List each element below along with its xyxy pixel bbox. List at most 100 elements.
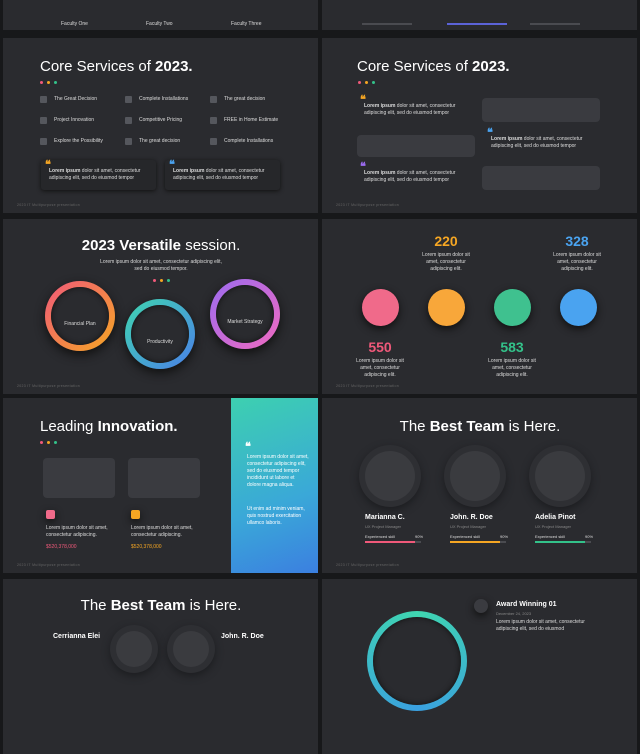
- checkbox: [40, 96, 47, 103]
- checkbox: [210, 96, 217, 103]
- stat-description: Lorem ipsum dolor sit amet, consectetur …: [553, 252, 601, 272]
- placeholder-box: [482, 98, 600, 122]
- member-name: John. R. Doe: [450, 514, 493, 521]
- member-name: Cerrianna Elei: [53, 633, 101, 640]
- accent-dots: [153, 279, 170, 282]
- checkbox: [125, 117, 132, 124]
- title-bold: 2023 Versatile: [81, 237, 182, 254]
- service-item: The great decision: [139, 138, 181, 144]
- progress-bar: [447, 23, 507, 25]
- quote-rest: dolor sit amet, consectetur adipiscing e…: [173, 168, 265, 181]
- photo-placeholder: [173, 631, 209, 667]
- ring: [367, 611, 467, 711]
- title-text: session.: [185, 237, 241, 254]
- title: The Best Team is Here.: [81, 597, 242, 614]
- stat-description: Lorem ipsum dolor sit amet, consectetur …: [422, 252, 470, 272]
- checkbox: [125, 138, 132, 145]
- photo-placeholder: [365, 451, 415, 501]
- slide-team: The Best Team is Here. 2023 IT Multipurp…: [322, 398, 637, 573]
- award-text: Lorem ipsum dolor sit amet, consectetur …: [496, 619, 585, 632]
- stat-number: 550: [368, 339, 392, 355]
- footer: 2023 IT Multipurpose presentation: [17, 563, 80, 567]
- quote-text: Lorem ipsum dolor sit amet, consectetur …: [364, 103, 469, 117]
- slide-versatile: 2023 Versatile session. Lorem ipsum dolo…: [3, 219, 318, 394]
- skill-fill: [365, 541, 415, 543]
- ring-inner: [131, 305, 189, 363]
- ring: [45, 281, 115, 351]
- quote-rest: dolor sit amet, consectetur adipiscing e…: [49, 168, 141, 181]
- service-item: FREE in Home Estimate: [224, 117, 279, 123]
- slide-innovation: Leading Innovation. ❝ Lorem ipsum dolor …: [3, 398, 318, 573]
- skill-fill: [450, 541, 500, 543]
- award-icon: [474, 599, 488, 613]
- page: Faculty One Faculty Two Faculty Three Co…: [3, 0, 637, 754]
- footer: 2023 IT Multipurpose presentation: [17, 384, 80, 388]
- progress-bar: [530, 23, 580, 25]
- member-name: Marianna C.: [365, 514, 405, 521]
- quote-lead: Lorem ipsum: [364, 103, 396, 109]
- stat-number: 583: [500, 339, 524, 355]
- quote-card: [41, 160, 156, 190]
- title-text: The: [399, 418, 426, 435]
- skill-label: Experienced skill: [535, 534, 566, 539]
- ring-inner: [51, 287, 109, 345]
- checkbox: [210, 117, 217, 124]
- skill-fill: [535, 541, 585, 543]
- slide-stats: 2023 IT Multipurpose presentation 220 Lor…: [322, 219, 637, 394]
- skill-label: Experienced skill: [450, 534, 481, 539]
- service-item: Explore the Possibility: [54, 138, 103, 144]
- faculty-name: Faculty Two: [146, 21, 173, 27]
- accent-dots: [40, 441, 57, 444]
- quote-card: [165, 160, 280, 190]
- checkbox: [125, 96, 132, 103]
- card-icon: [46, 510, 55, 519]
- faculty-name: Faculty Three: [231, 21, 262, 27]
- stat-icon: [428, 289, 465, 326]
- gradient-panel: ❝ Lorem ipsum dolor sit amet, consectetu…: [231, 398, 318, 573]
- service-item: Project Innovation: [54, 117, 95, 123]
- title: Core Services of 2023.: [357, 58, 510, 75]
- footer: 2023 IT Multipurpose presentation: [336, 384, 399, 388]
- member-role: UX Project Manager: [535, 524, 572, 529]
- stat-number: 328: [565, 233, 589, 249]
- placeholder-box: [357, 135, 475, 157]
- stat-number: 220: [434, 233, 458, 249]
- progress-bar: [362, 23, 412, 25]
- title-text: Core Services of: [40, 58, 151, 75]
- title-text: is Here.: [189, 597, 242, 614]
- placeholder-box: [482, 166, 600, 190]
- footer: 2023 IT Multipurpose presentation: [17, 203, 80, 207]
- accent-dots: [40, 81, 57, 84]
- faculty-name: Faculty One: [61, 21, 88, 27]
- skill-value: 90%: [415, 534, 424, 539]
- card-icon: [131, 510, 140, 519]
- slide-award: Award Winning 01 December 24, 2023 Lorem…: [322, 579, 637, 754]
- award-title: Award Winning 01: [496, 601, 557, 608]
- title-bold: 2023.: [472, 58, 510, 75]
- title-bold: 2023.: [155, 58, 193, 75]
- quote-mark: ❝: [169, 158, 175, 171]
- footer: 2023 IT Multipurpose presentation: [336, 563, 399, 567]
- photo-placeholder: [535, 451, 585, 501]
- checkbox: [40, 117, 47, 124]
- title-text: is Here.: [508, 418, 561, 435]
- quote-mark: ❝: [45, 158, 51, 171]
- stat-description: Lorem ipsum dolor sit amet, consectetur …: [488, 358, 536, 378]
- slide-faculty: Faculty One Faculty Two Faculty Three: [3, 0, 318, 30]
- quote-mark: ❝: [245, 440, 251, 453]
- service-item: The great decision: [224, 96, 266, 102]
- quote-mark: ❝: [360, 160, 366, 173]
- slide-progress: [322, 0, 637, 30]
- title-bold: Best Team: [429, 418, 505, 435]
- title: Leading Innovation.: [40, 418, 178, 435]
- ring: [125, 299, 195, 369]
- photo-placeholder: [116, 631, 152, 667]
- accent-dots: [358, 81, 375, 84]
- quote-mark: ❝: [487, 126, 493, 139]
- award-date: December 24, 2023: [496, 611, 532, 616]
- description: Lorem ipsum dolor sit amet, consectetur …: [100, 259, 222, 272]
- service-item: Competitive Pricing: [139, 117, 183, 123]
- slide-team-2: The Best Team is Here. Cerrianna Elei Jo…: [3, 579, 318, 754]
- quote-rest: dolor sit amet, consectetur adipiscing e…: [491, 136, 583, 149]
- title: The Best Team is Here.: [400, 418, 561, 435]
